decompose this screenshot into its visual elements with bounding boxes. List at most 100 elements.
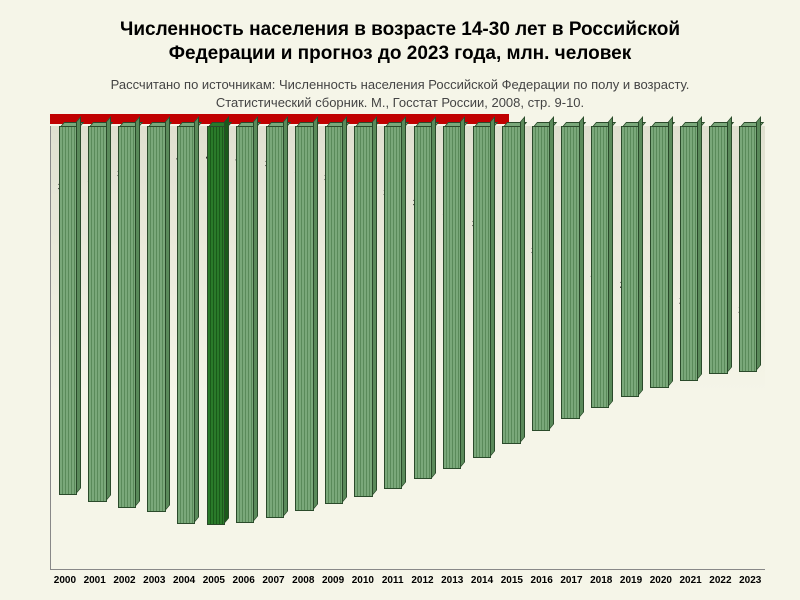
bar-wrap: 39,2 [142,126,172,569]
x-tick-label: 2009 [318,572,348,590]
bar [680,126,698,381]
bar [236,126,254,523]
bar [207,126,225,525]
chart-area: 37,538,238,839,240,440,540,339,839,138,4… [30,126,770,590]
bars-container: 37,538,238,839,240,440,540,339,839,138,4… [51,126,765,569]
x-tick-label: 2000 [50,572,80,590]
bar [59,126,77,495]
bar [739,126,757,372]
bar-wrap: 25,9 [674,126,704,569]
bar [561,126,579,419]
bar-wrap: 34,8 [438,126,468,569]
bar-wrap: 32,3 [497,126,527,569]
x-tick-label: 2023 [735,572,765,590]
subtitle-line2: Статистический сборник. М., Госстат Росс… [216,95,584,110]
x-tick-label: 2010 [348,572,378,590]
x-tick-label: 2021 [676,572,706,590]
bar-side-face [520,116,525,443]
bar-side-face [165,116,170,511]
chart-subtitle: Рассчитано по источникам: Численность на… [30,76,770,112]
plot-region: 37,538,238,839,240,440,540,339,839,138,4… [50,126,765,570]
x-tick-label: 2008 [288,572,318,590]
subtitle-line1: Рассчитано по источникам: Численность на… [111,77,690,92]
bar [650,126,668,388]
bar-side-face [579,116,584,418]
x-tick-label: 2005 [199,572,229,590]
x-tick-label: 2002 [110,572,140,590]
bar-side-face [490,116,495,457]
bar [147,126,165,512]
bar [532,126,550,431]
bar-side-face [283,116,288,517]
bar-wrap: 25,2 [704,126,734,569]
x-tick-label: 2007 [259,572,289,590]
bar-wrap: 38,2 [83,126,113,569]
bar [591,126,609,408]
bar-wrap: 26,6 [645,126,675,569]
bar-side-face [224,116,229,524]
x-axis: 2000200120022003200420052006200720082009… [50,572,765,590]
x-tick-label: 2018 [586,572,616,590]
x-tick-label: 2015 [497,572,527,590]
bar-side-face [135,116,140,507]
x-tick-label: 2017 [557,572,587,590]
bar [443,126,461,469]
x-tick-label: 2011 [378,572,408,590]
bar-side-face [756,116,761,371]
chart-title: Численность населения в возрасте 14-30 л… [30,18,770,66]
bar-wrap: 29,8 [556,126,586,569]
bar [118,126,136,508]
bar-wrap: 38,4 [319,126,349,569]
x-tick-label: 2004 [169,572,199,590]
bar [266,126,284,518]
bar-wrap: 39,1 [290,126,320,569]
bar-wrap: 39,8 [260,126,290,569]
bar [414,126,432,480]
title-line1: Численность населения в возрасте 14-30 л… [120,19,680,40]
x-tick-label: 2001 [80,572,110,590]
bar-side-face [431,116,436,478]
bar-wrap: 33,7 [467,126,497,569]
bar [354,126,372,497]
bar-side-face [697,116,702,380]
bar-side-face [194,116,199,523]
bar-side-face [313,116,318,510]
x-tick-label: 2014 [467,572,497,590]
bar [709,126,727,374]
bar [621,126,639,397]
bar-side-face [253,116,258,522]
bar-wrap: 27,5 [615,126,645,569]
bar [295,126,313,511]
x-tick-label: 2013 [437,572,467,590]
bar-side-face [76,116,81,494]
bar-side-face [638,116,643,396]
bar [502,126,520,444]
bar-wrap: 40,5 [201,126,231,569]
bar [325,126,343,504]
bar-wrap: 40,3 [230,126,260,569]
bar-wrap: 25,0 [733,126,763,569]
bar [88,126,106,502]
bar [384,126,402,489]
bar-wrap: 37,5 [53,126,83,569]
x-tick-label: 2022 [706,572,736,590]
bar-side-face [342,116,347,503]
bar-side-face [727,116,732,373]
x-tick-label: 2006 [229,572,259,590]
bar-side-face [401,116,406,488]
x-tick-label: 2003 [139,572,169,590]
bar-side-face [106,116,111,501]
bar-wrap: 28,6 [585,126,615,569]
bar-side-face [549,116,554,430]
bar-side-face [608,116,613,407]
bar-wrap: 38,8 [112,126,142,569]
bar-wrap: 31,0 [526,126,556,569]
x-tick-label: 2019 [616,572,646,590]
bar-side-face [460,116,465,468]
bar-wrap: 40,4 [171,126,201,569]
x-tick-label: 2020 [646,572,676,590]
bar [473,126,491,458]
title-line2: Федерации и прогноз до 2023 года, млн. ч… [169,43,631,64]
bar-wrap: 36,9 [378,126,408,569]
x-tick-label: 2016 [527,572,557,590]
